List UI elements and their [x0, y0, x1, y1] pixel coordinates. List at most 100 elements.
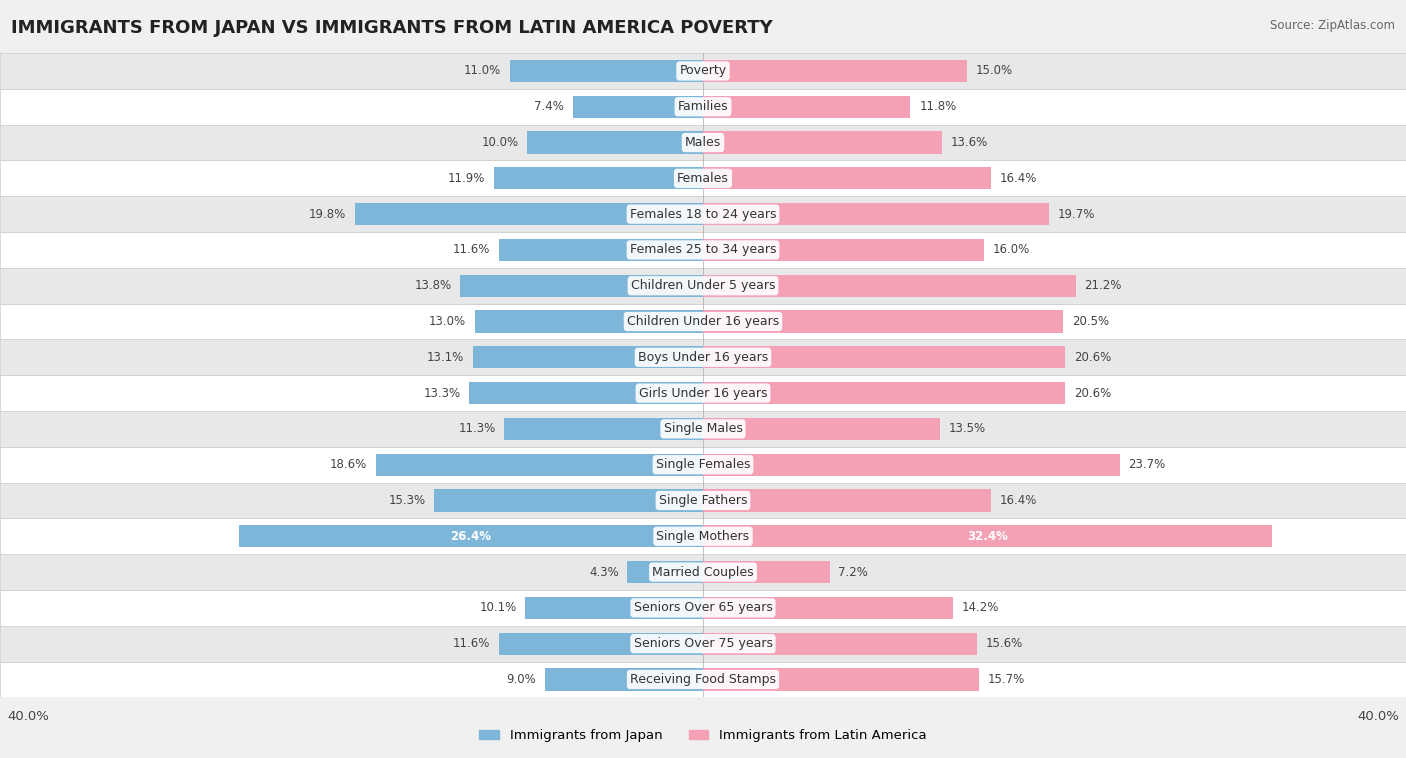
Bar [0, 89, 1406, 124]
Text: 20.6%: 20.6% [1074, 351, 1111, 364]
Bar [703, 525, 1272, 547]
Text: 13.8%: 13.8% [415, 279, 451, 293]
Bar [0, 304, 1406, 340]
Bar [0, 446, 1406, 483]
Text: 40.0%: 40.0% [1357, 709, 1399, 723]
Bar [0, 662, 1406, 697]
Bar [703, 96, 911, 117]
Bar [354, 203, 703, 225]
Bar [434, 490, 703, 512]
Text: 23.7%: 23.7% [1129, 458, 1166, 471]
Text: 4.3%: 4.3% [589, 565, 619, 578]
Text: 20.5%: 20.5% [1073, 315, 1109, 328]
Bar [0, 483, 1406, 518]
Text: 18.6%: 18.6% [330, 458, 367, 471]
Text: 15.6%: 15.6% [986, 637, 1024, 650]
Text: 13.5%: 13.5% [949, 422, 986, 435]
Text: Poverty: Poverty [679, 64, 727, 77]
Bar [527, 131, 703, 154]
Bar [574, 96, 703, 117]
Bar [475, 311, 703, 333]
Bar [703, 203, 1049, 225]
Text: Single Males: Single Males [664, 422, 742, 435]
Text: 11.6%: 11.6% [453, 637, 491, 650]
Text: 21.2%: 21.2% [1084, 279, 1122, 293]
Bar [375, 453, 703, 476]
Text: 19.7%: 19.7% [1057, 208, 1095, 221]
Bar [703, 669, 979, 691]
Text: Children Under 16 years: Children Under 16 years [627, 315, 779, 328]
Bar [703, 346, 1066, 368]
Bar [703, 633, 977, 655]
Text: Receiving Food Stamps: Receiving Food Stamps [630, 673, 776, 686]
Bar [499, 633, 703, 655]
Text: 16.0%: 16.0% [993, 243, 1031, 256]
Bar [526, 597, 703, 619]
Bar [510, 60, 703, 82]
Bar [0, 411, 1406, 446]
Bar [505, 418, 703, 440]
Text: 19.8%: 19.8% [309, 208, 346, 221]
Text: Females 18 to 24 years: Females 18 to 24 years [630, 208, 776, 221]
Bar [703, 418, 941, 440]
Text: Males: Males [685, 136, 721, 149]
Text: Boys Under 16 years: Boys Under 16 years [638, 351, 768, 364]
Bar [0, 161, 1406, 196]
Text: 9.0%: 9.0% [506, 673, 536, 686]
Text: 7.4%: 7.4% [534, 100, 564, 113]
Bar [0, 124, 1406, 161]
Text: 13.1%: 13.1% [427, 351, 464, 364]
Text: Single Fathers: Single Fathers [659, 494, 747, 507]
Bar [239, 525, 703, 547]
Text: 11.9%: 11.9% [447, 172, 485, 185]
Text: 40.0%: 40.0% [7, 709, 49, 723]
Text: 26.4%: 26.4% [450, 530, 492, 543]
Text: 7.2%: 7.2% [838, 565, 868, 578]
Text: Single Mothers: Single Mothers [657, 530, 749, 543]
Bar [703, 60, 967, 82]
Text: Females 25 to 34 years: Females 25 to 34 years [630, 243, 776, 256]
Bar [703, 311, 1063, 333]
Bar [499, 239, 703, 261]
Bar [703, 274, 1076, 297]
Bar [703, 453, 1119, 476]
Bar [703, 561, 830, 583]
Text: 15.7%: 15.7% [987, 673, 1025, 686]
Bar [470, 382, 703, 404]
Bar [703, 490, 991, 512]
Text: Source: ZipAtlas.com: Source: ZipAtlas.com [1270, 19, 1395, 32]
Text: Girls Under 16 years: Girls Under 16 years [638, 387, 768, 399]
Bar [703, 168, 991, 190]
Text: Families: Families [678, 100, 728, 113]
Bar [0, 375, 1406, 411]
Bar [0, 626, 1406, 662]
Bar [627, 561, 703, 583]
Text: Children Under 5 years: Children Under 5 years [631, 279, 775, 293]
Text: 16.4%: 16.4% [1000, 172, 1038, 185]
Bar [703, 597, 953, 619]
Bar [461, 274, 703, 297]
Text: IMMIGRANTS FROM JAPAN VS IMMIGRANTS FROM LATIN AMERICA POVERTY: IMMIGRANTS FROM JAPAN VS IMMIGRANTS FROM… [11, 19, 773, 37]
Text: Single Females: Single Females [655, 458, 751, 471]
Text: 15.0%: 15.0% [976, 64, 1012, 77]
Text: 16.4%: 16.4% [1000, 494, 1038, 507]
Bar [546, 669, 703, 691]
Text: 14.2%: 14.2% [962, 601, 998, 615]
Bar [494, 168, 703, 190]
Text: Seniors Over 75 years: Seniors Over 75 years [634, 637, 772, 650]
Bar [0, 518, 1406, 554]
Text: 15.3%: 15.3% [388, 494, 425, 507]
Bar [703, 239, 984, 261]
Text: 11.3%: 11.3% [458, 422, 496, 435]
Bar [703, 382, 1066, 404]
Text: 32.4%: 32.4% [967, 530, 1008, 543]
Text: Seniors Over 65 years: Seniors Over 65 years [634, 601, 772, 615]
Bar [0, 340, 1406, 375]
Bar [0, 232, 1406, 268]
Text: 11.0%: 11.0% [464, 64, 501, 77]
Bar [0, 590, 1406, 626]
Text: 13.3%: 13.3% [423, 387, 461, 399]
Text: 13.0%: 13.0% [429, 315, 465, 328]
Text: 20.6%: 20.6% [1074, 387, 1111, 399]
Bar [0, 53, 1406, 89]
